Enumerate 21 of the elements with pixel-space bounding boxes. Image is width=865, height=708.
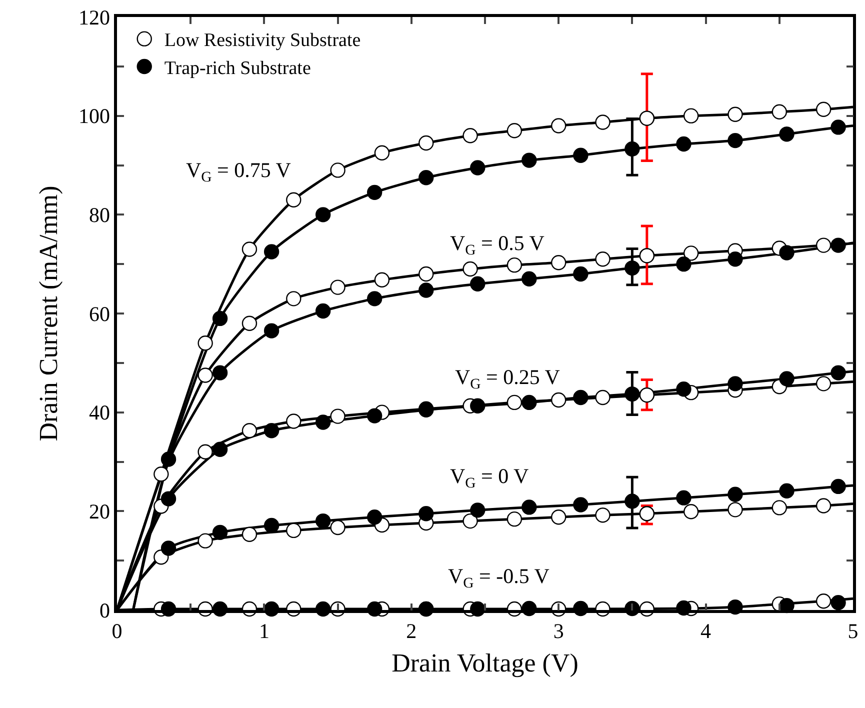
x-tick-label: 4 [700, 618, 712, 643]
x-axis-title: Drain Voltage (V) [392, 648, 578, 678]
y-tick-label: 60 [89, 302, 110, 326]
y-tick-label: 120 [78, 5, 110, 30]
annotation: V$_{G}$ = -0.5 V [448, 564, 550, 592]
x-tick-label: 5 [848, 618, 858, 643]
x-tick-label: 1 [258, 618, 270, 643]
y-tick-label: 100 [78, 104, 110, 128]
annotation: V$_{G}$ = 0.25 V [455, 365, 560, 392]
x-tick-label: 3 [553, 618, 564, 643]
y-tick-label: 80 [89, 203, 110, 228]
y-axis-title: Drain Current (mA/mm) [34, 186, 63, 442]
annotation: V$_{G}$ = 0.75 V [186, 158, 291, 186]
y-tick-label: 20 [89, 500, 110, 524]
annotation: V$_{G}$ = 0.5 V [450, 231, 544, 258]
legend-label: Low Resistivity Substrate [164, 30, 361, 52]
legend-label: Trap-rich Substrate [164, 58, 311, 79]
y-tick-label: 40 [89, 400, 110, 425]
annotation: V$_{G}$ = 0 V [450, 464, 529, 492]
y-tick-label: 0 [100, 598, 110, 622]
x-tick-label: 2 [406, 618, 417, 643]
